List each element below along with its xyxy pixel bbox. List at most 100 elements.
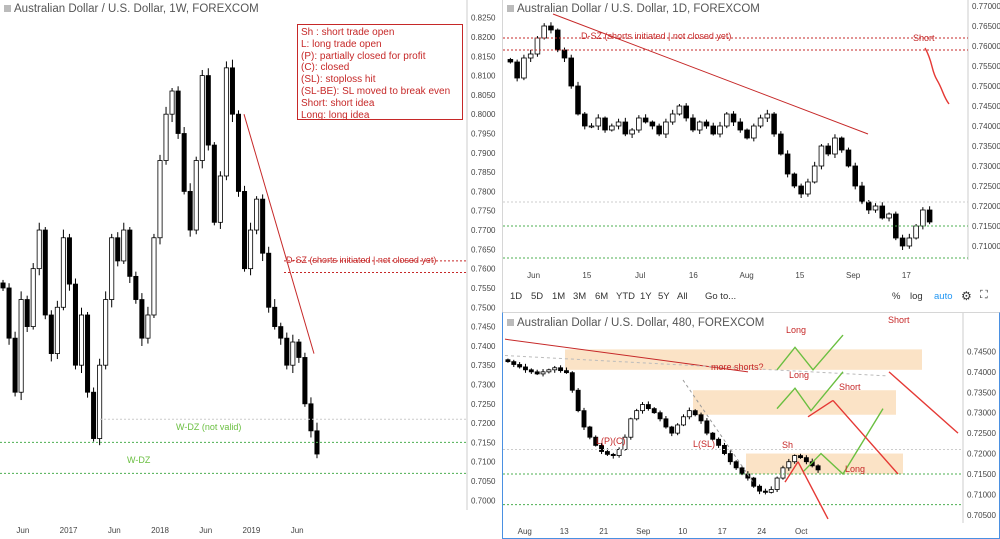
candle-body [616, 449, 622, 456]
candle-body [859, 185, 865, 203]
daily-chart-panel[interactable]: 0.77000 0.76500 0.76000 0.75500 0.75000 0.745… [502, 0, 1000, 312]
y-tick-label: 0.8150 [471, 52, 496, 61]
short-idea-line-1 [888, 371, 959, 434]
candle-body [727, 453, 733, 463]
candle-body [615, 121, 622, 127]
candle-body [78, 314, 85, 366]
y-tick-label: 0.73000 [972, 162, 1000, 171]
candle-body [205, 75, 211, 146]
candle-body [703, 121, 710, 127]
h8-lsl-label: L(SL) [693, 439, 716, 449]
candle-body [554, 29, 561, 51]
log-toggle[interactable]: log [910, 291, 923, 302]
candle-body [109, 237, 115, 300]
candle-body [284, 337, 290, 366]
range-ytd-button[interactable]: YTD [616, 291, 635, 302]
candle-body [569, 372, 575, 391]
percent-toggle[interactable]: % [892, 291, 901, 302]
candle-body [739, 467, 745, 475]
goto-button[interactable]: Go to... [705, 291, 737, 302]
candle-body [764, 113, 771, 119]
candle-body [223, 67, 229, 177]
candle-body [211, 144, 217, 223]
x-tick-label: Sep [636, 527, 651, 536]
candle-body [865, 201, 872, 211]
symbol-square-icon [4, 5, 11, 13]
candle-body [540, 371, 546, 375]
y-tick-label: 0.73500 [967, 388, 996, 397]
candle-body [66, 237, 72, 285]
candle-body [737, 121, 744, 131]
candle-body [886, 213, 892, 219]
weekly-wdz-label: W-DZ [127, 455, 151, 465]
candle-body [686, 410, 692, 418]
h8-trendline [504, 338, 749, 373]
candle-body [774, 477, 780, 490]
candle-body [663, 418, 669, 428]
candle-body [669, 426, 675, 434]
weekly-chart-svg[interactable]: 0.8250 0.8200 0.8150 0.8100 0.8050 0.8000 0.79… [0, 0, 500, 537]
y-tick-label: 0.72500 [967, 429, 996, 438]
candle-body [610, 453, 616, 456]
candle-body [175, 90, 181, 134]
candle-body [595, 117, 602, 127]
range-5d-button[interactable]: 5D [531, 291, 544, 302]
candle-body [42, 229, 48, 316]
h8-short1-label: Short [888, 315, 910, 325]
y-tick-label: 0.71000 [972, 242, 1000, 251]
y-tick-label: 0.71500 [972, 222, 1000, 231]
candle-body [181, 133, 187, 192]
fullscreen-icon[interactable]: ⛶ [980, 289, 988, 301]
candle-body [899, 237, 906, 247]
x-tick-label: Jun [108, 526, 121, 535]
legend-line: Sh : short trade open [301, 27, 395, 38]
auto-toggle[interactable]: auto [934, 291, 953, 302]
candle-body [24, 299, 30, 327]
candle-body [681, 416, 686, 426]
h8-chart-panel[interactable]: 0.74500 0.74000 0.73500 0.73000 0.72500 0.720… [502, 312, 1000, 539]
candle-body [127, 229, 133, 277]
y-tick-label: 0.7100 [471, 458, 496, 467]
range-3m-button[interactable]: 3M [573, 291, 587, 302]
x-tick-label: 16 [689, 271, 698, 280]
gear-icon[interactable]: ⚙ [961, 289, 972, 303]
h8-chart-svg[interactable]: 0.74500 0.74000 0.73500 0.73000 0.72500 0.720… [503, 313, 999, 538]
y-tick-label: 0.71500 [967, 470, 996, 479]
y-tick-label: 0.7150 [471, 438, 496, 447]
legend-line: (P): partially closed for profit [301, 50, 426, 62]
sh-projection-line [797, 461, 829, 520]
range-6m-button[interactable]: 6M [595, 291, 609, 302]
h8-dash-upper [504, 355, 889, 377]
range-all-button[interactable]: All [677, 291, 688, 302]
daily-chart-svg[interactable]: 0.77000 0.76500 0.76000 0.75500 0.75000 0.745… [503, 0, 1000, 285]
candle-body [768, 489, 774, 493]
candle-body [690, 117, 696, 131]
y-tick-label: 0.74000 [972, 122, 1000, 131]
y-tick-label: 0.7200 [471, 419, 496, 428]
daily-short-idea-path [924, 47, 950, 105]
y-tick-label: 0.7600 [471, 265, 496, 274]
candle-body [272, 306, 278, 327]
range-1m-button[interactable]: 1M [552, 291, 566, 302]
candle-body [558, 367, 564, 372]
candle-body [716, 438, 722, 446]
candle-body [669, 113, 676, 123]
y-tick-label: 0.7550 [471, 284, 496, 293]
y-tick-label: 0.8250 [471, 14, 496, 23]
daily-title-text: Australian Dollar / U.S. Dollar, 1D, FOR… [517, 3, 760, 15]
candle-body [217, 175, 223, 223]
candle-body [636, 117, 642, 131]
x-tick-label: 10 [678, 527, 687, 536]
y-tick-label: 0.73000 [967, 409, 996, 418]
range-1d-button[interactable]: 1D [510, 291, 523, 302]
candle-body [879, 205, 886, 219]
candle-body [145, 314, 151, 339]
candle-body [139, 299, 145, 339]
x-tick-label: 17 [718, 527, 727, 536]
candle-body [541, 25, 547, 39]
weekly-chart-panel[interactable]: 0.8250 0.8200 0.8150 0.8100 0.8050 0.8000 0.79… [0, 0, 500, 537]
range-1y-button[interactable]: 1Y [640, 291, 652, 302]
supply-zone-mid [693, 390, 896, 415]
range-5y-button[interactable]: 5Y [658, 291, 670, 302]
y-tick-label: 0.7450 [471, 323, 496, 332]
